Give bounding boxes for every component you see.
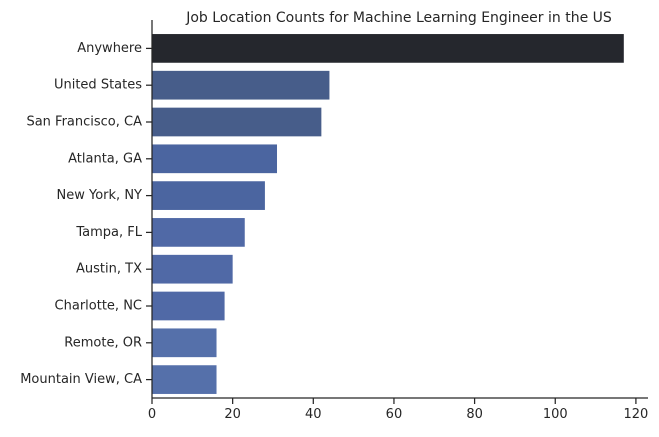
y-tick-label: Mountain View, CA bbox=[20, 372, 142, 387]
x-tick-label: 80 bbox=[466, 407, 483, 422]
x-tick-label: 120 bbox=[623, 407, 648, 422]
bar bbox=[152, 291, 225, 321]
bar bbox=[152, 181, 265, 210]
y-tick-label: Remote, OR bbox=[64, 335, 142, 350]
x-axis-ticks: 0 20 40 60 80 100 120 bbox=[148, 398, 648, 422]
bar bbox=[152, 218, 245, 247]
y-axis-ticks: Anywhere United States San Francisco, CA At… bbox=[20, 41, 152, 387]
x-tick-label: 0 bbox=[148, 407, 156, 422]
chart-title: Job Location Counts for Machine Learning… bbox=[185, 10, 612, 26]
y-tick-label: San Francisco, CA bbox=[26, 115, 142, 130]
y-tick-label: United States bbox=[54, 78, 142, 93]
y-tick-label: Tampa, FL bbox=[75, 225, 142, 240]
bar bbox=[152, 365, 217, 394]
y-tick-label: Austin, TX bbox=[76, 262, 142, 277]
bar bbox=[152, 254, 233, 284]
y-tick-label: Charlotte, NC bbox=[55, 299, 142, 314]
bar bbox=[152, 144, 278, 174]
x-tick-label: 40 bbox=[305, 407, 322, 422]
y-tick-label: Anywhere bbox=[77, 41, 142, 56]
bar bbox=[152, 328, 217, 358]
bars-layer bbox=[152, 34, 624, 394]
x-tick-label: 20 bbox=[224, 407, 241, 422]
x-tick-label: 100 bbox=[543, 407, 568, 422]
y-tick-label: New York, NY bbox=[57, 188, 143, 203]
bar bbox=[152, 107, 322, 137]
y-tick-label: Atlanta, GA bbox=[68, 151, 142, 166]
x-tick-label: 60 bbox=[386, 407, 403, 422]
bar bbox=[152, 34, 624, 63]
bar bbox=[152, 70, 330, 100]
